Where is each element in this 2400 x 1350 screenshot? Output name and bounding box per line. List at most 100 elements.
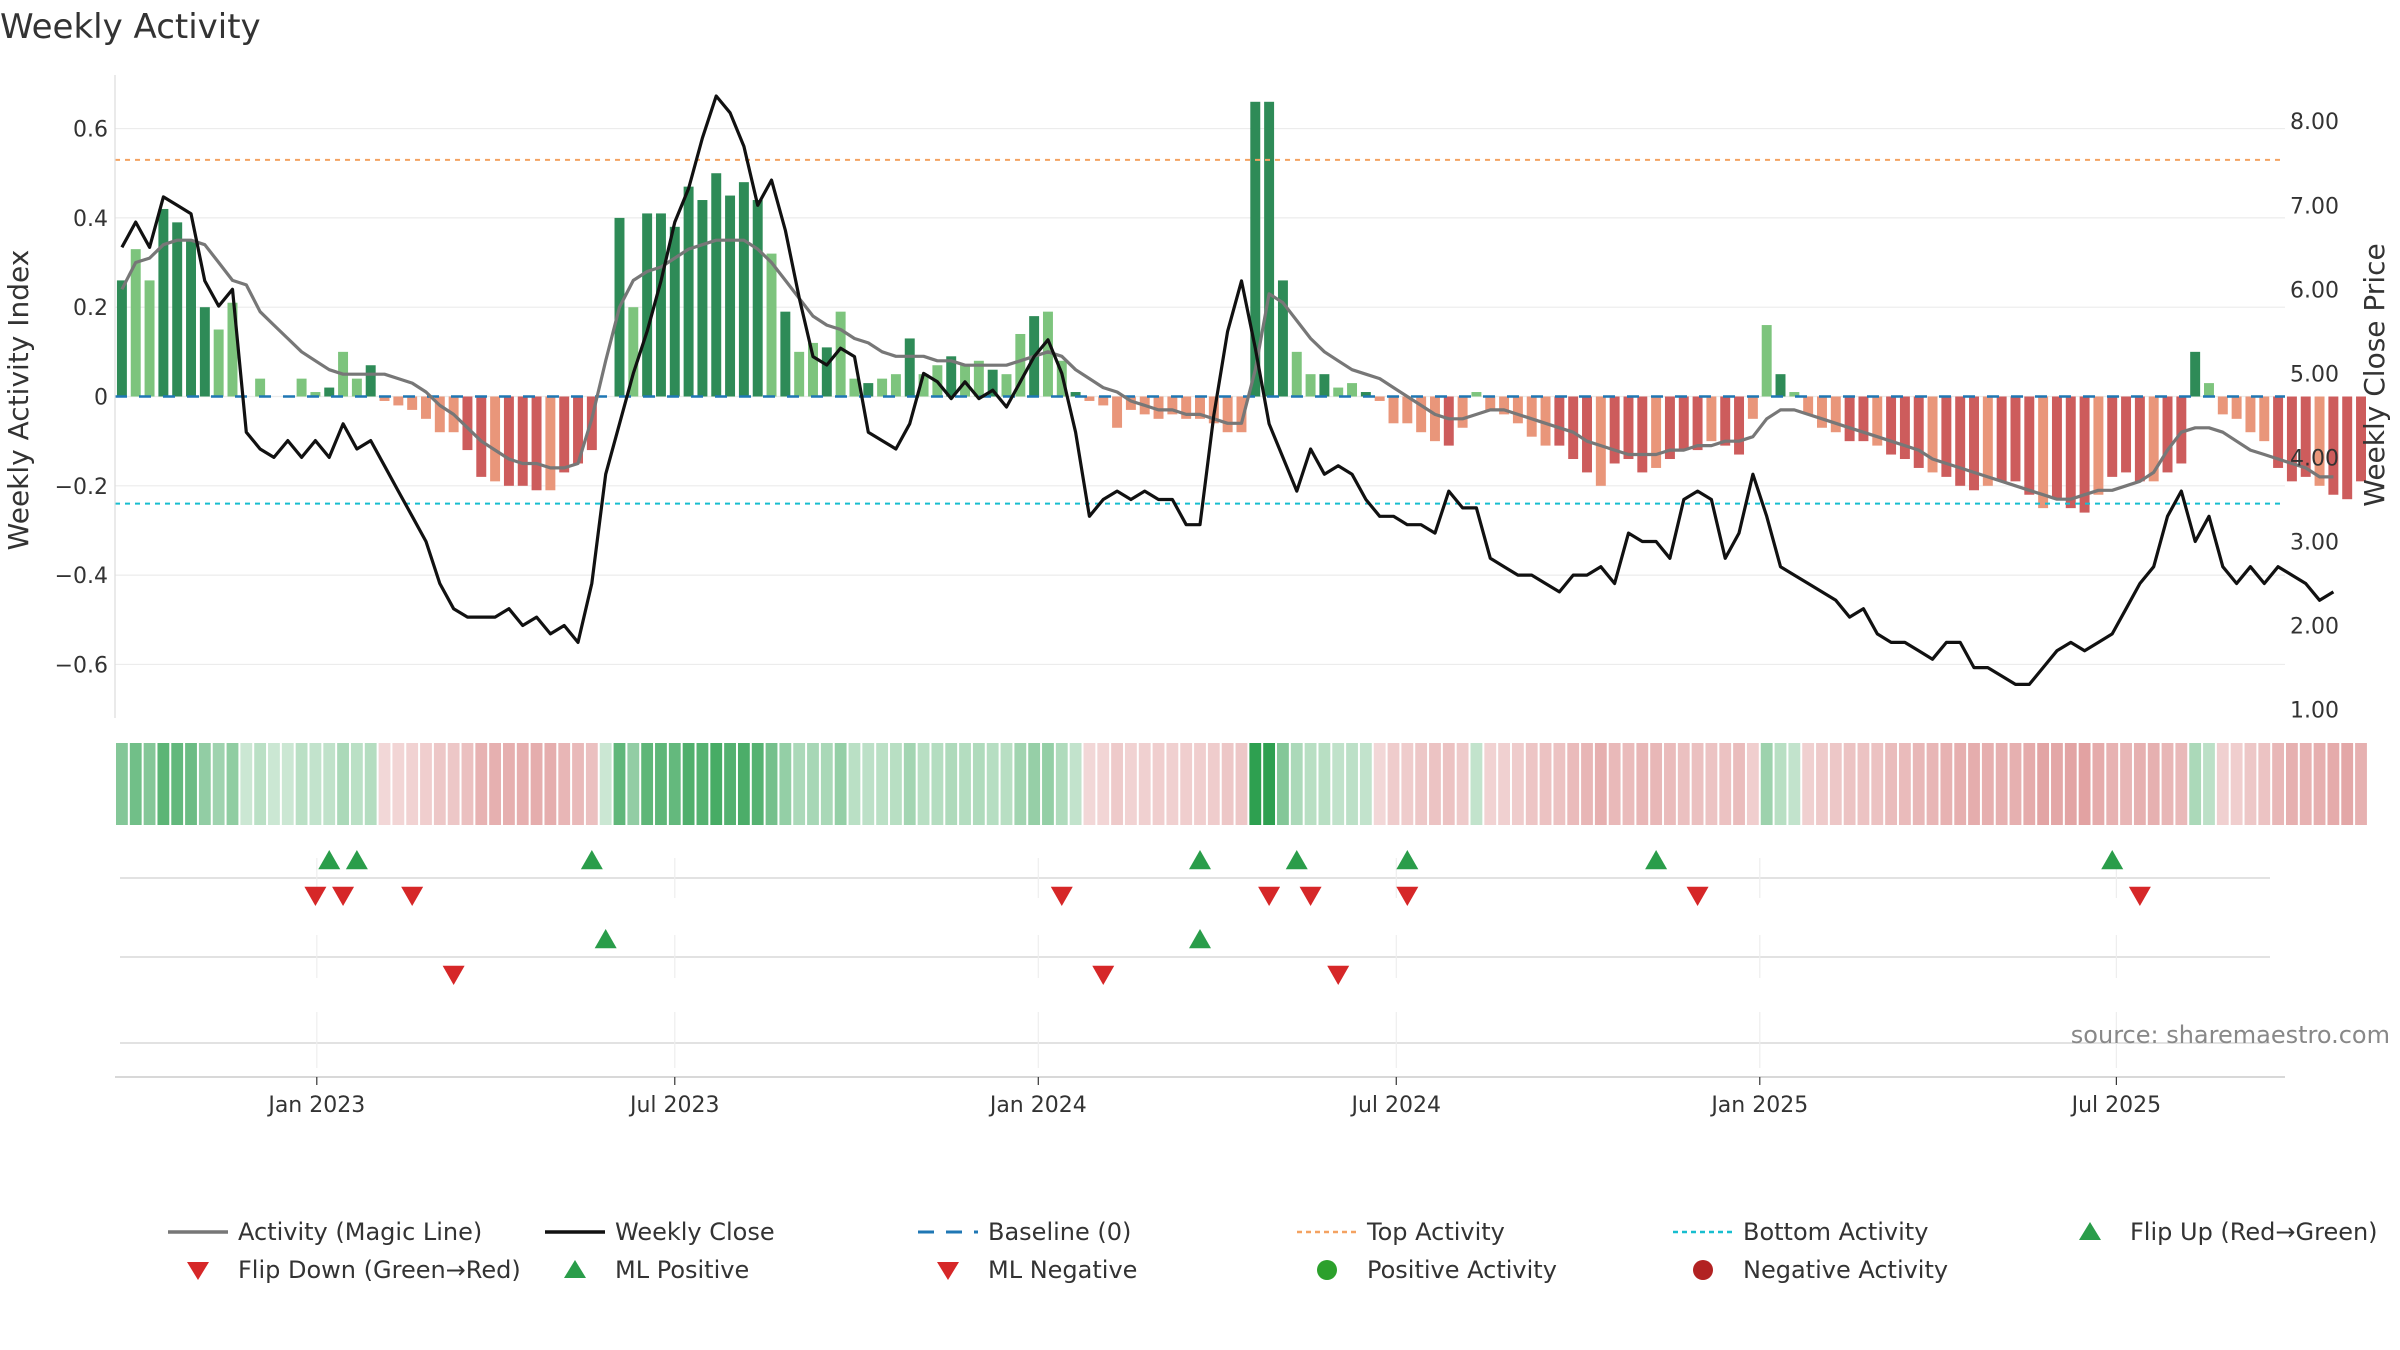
activity-bar-72: [1112, 396, 1123, 428]
activity-bar-64: [1001, 374, 1012, 397]
heat-cell-71: [1097, 743, 1110, 825]
activity-bar-17: [351, 378, 362, 397]
magic-line: [120, 238, 2334, 501]
flip-down-marker-0: [304, 886, 327, 906]
activity-bar-67: [1042, 311, 1053, 397]
y-tick-left-5: −0.4: [55, 564, 108, 589]
activity-bar-53: [849, 378, 860, 397]
heat-cell-20: [392, 743, 405, 825]
heat-cell-54: [862, 743, 875, 825]
legend-item-2: Baseline (0): [918, 1218, 1131, 1246]
heat-cell-118: [1746, 743, 1759, 825]
heat-cell-108: [1608, 743, 1621, 825]
activity-bar-120: [1775, 374, 1786, 397]
activity-bar-27: [490, 396, 501, 482]
heat-cell-49: [793, 743, 806, 825]
legend-label-8: ML Negative: [988, 1256, 1137, 1284]
ml-positive-marker-0: [594, 929, 617, 949]
activity-bar-108: [1609, 396, 1620, 464]
y-axis-left-label: Weekly Activity Index: [2, 250, 35, 551]
flip-down-marker-6: [1396, 886, 1419, 906]
heat-cell-88: [1332, 743, 1345, 825]
heat-cell-150: [2189, 743, 2202, 825]
heat-cell-3: [157, 743, 170, 825]
activity-bar-111: [1651, 396, 1662, 468]
flip-up-marker-6: [1645, 850, 1668, 870]
activity-bar-7: [213, 329, 224, 397]
heat-cell-4: [171, 743, 184, 825]
activity-bar-14: [310, 392, 321, 397]
activity-bar-41: [683, 186, 694, 397]
activity-bar-51: [821, 347, 832, 397]
heat-cell-139: [2037, 743, 2050, 825]
heat-cell-56: [890, 743, 902, 825]
heat-cell-72: [1111, 743, 1123, 825]
x-axis-ticks: Jan 2023 Jul 2023 Jan 2024 Jul 2024 Jan 2025…: [266, 1077, 2161, 1118]
heat-cell-16: [337, 743, 349, 825]
legend-swatch-7: [564, 1260, 586, 1278]
activity-bar-82: [1250, 101, 1261, 397]
activity-bar-38: [642, 213, 653, 397]
activity-bar-83: [1264, 101, 1275, 397]
activity-bar-162: [2356, 396, 2366, 482]
heat-cell-32: [558, 743, 571, 825]
activity-bar-107: [1595, 396, 1606, 486]
heat-cell-152: [2216, 743, 2229, 825]
source-note: source: sharemaestro.com: [2071, 1021, 2390, 1049]
activity-bar-8: [227, 302, 238, 397]
activity-bar-125: [1844, 396, 1855, 442]
heat-cell-102: [1525, 743, 1538, 825]
legend-item-6: Flip Down (Green→Red): [187, 1256, 521, 1284]
heat-cell-142: [2078, 743, 2091, 825]
activity-bar-145: [2121, 396, 2132, 473]
activity-bar-123: [1816, 396, 1827, 428]
heat-cell-14: [309, 743, 322, 825]
heat-cell-47: [765, 743, 778, 825]
heat-cell-84: [1277, 743, 1289, 825]
activity-bar-84: [1277, 280, 1288, 397]
heat-cell-120: [1774, 743, 1787, 825]
heat-cell-106: [1581, 743, 1593, 825]
activity-bar-109: [1623, 396, 1634, 460]
heat-cell-94: [1415, 743, 1428, 825]
activity-bar-86: [1305, 374, 1316, 397]
heat-cell-101: [1511, 743, 1524, 825]
flip-down-marker-7: [1686, 886, 1709, 906]
chart-title: Weekly Activity: [0, 7, 261, 47]
heat-cell-107: [1594, 743, 1607, 825]
y-tick-right-7: 1.00: [2290, 699, 2339, 724]
heat-cell-27: [489, 743, 502, 825]
activity-bar-77: [1181, 396, 1192, 419]
heat-cell-29: [516, 743, 529, 825]
flip-down-marker-2: [401, 886, 424, 906]
heat-cell-65: [1014, 743, 1027, 825]
heat-cell-111: [1650, 743, 1663, 825]
activity-bar-10: [255, 378, 266, 397]
axes: 0.6 0.4 0.2 0 −0.2 −0.4 −0.6 8.00 7.00 6.00 5.00 4.…: [55, 75, 2339, 724]
activity-bar-147: [2148, 396, 2159, 482]
activity-bar-58: [918, 374, 929, 397]
y-tick-left-4: −0.2: [55, 475, 108, 500]
heat-cell-68: [1055, 743, 1068, 825]
activity-bar-81: [1236, 396, 1247, 433]
flip-up-marker-5: [1396, 850, 1419, 870]
heat-cell-33: [572, 743, 584, 825]
heat-cell-148: [2161, 743, 2174, 825]
activity-bar-159: [2314, 396, 2325, 486]
heat-cell-104: [1553, 743, 1566, 825]
activity-bar-47: [766, 253, 777, 397]
heat-cell-134: [1968, 743, 1980, 825]
heat-cell-34: [585, 743, 598, 825]
heat-cell-43: [710, 743, 723, 825]
legend-item-7: ML Positive: [564, 1256, 749, 1284]
legend-label-6: Flip Down (Green→Red): [238, 1256, 521, 1284]
legend-item-3: Top Activity: [1297, 1218, 1505, 1246]
heat-cell-60: [945, 743, 958, 825]
heat-cell-149: [2175, 743, 2188, 825]
activity-bar-93: [1402, 396, 1413, 424]
heat-cell-5: [185, 743, 197, 825]
activity-bar-75: [1153, 396, 1164, 419]
activity-bar-141: [2065, 396, 2076, 509]
activity-bar-106: [1582, 396, 1592, 473]
activity-bar-80: [1222, 396, 1233, 433]
